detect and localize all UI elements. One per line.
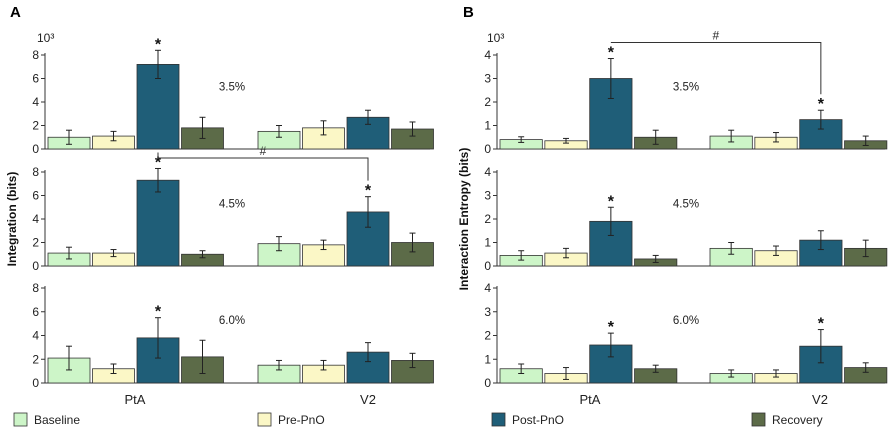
significance-star: * (818, 316, 825, 333)
y-tick-label: 0 (32, 259, 39, 273)
panel-a-chart: Integration (bits) 10³ 0 2 4 6 8 * 3.5% 0 2 4 6 8 * * #4… (5, 31, 434, 407)
y-tick-label: 6 (32, 189, 39, 203)
y-tick-label: 4 (484, 165, 491, 179)
legend-label-recovery: Recovery (772, 413, 823, 427)
condition-label: 6.0% (673, 315, 699, 327)
y-tick-label: 6 (32, 72, 39, 86)
y-tick-label: 1 (484, 119, 491, 133)
category-label-pta: PtA (125, 392, 146, 407)
y-tick-label: 8 (32, 281, 39, 295)
y-tick-label: 2 (484, 212, 491, 226)
comparison-bracket (610, 42, 822, 95)
y-tick-label: 2 (32, 236, 39, 250)
legend: Baseline Pre-PnO Post-PnO Recovery (13, 412, 823, 427)
significance-star: * (155, 154, 162, 171)
y-tick-label: 3 (484, 189, 491, 203)
y-tick-label: 0 (484, 259, 491, 273)
significance-star: * (365, 183, 372, 200)
subplot-60: 0 2 4 6 8 * 6.0% (32, 281, 434, 390)
significance-star: * (155, 36, 162, 53)
y-multiplier-label: 10³ (37, 31, 54, 45)
legend-swatch-baseline (13, 412, 28, 427)
subplot-35: 0 1 2 3 4 * * #3.5% (484, 29, 888, 156)
y-tick-label: 2 (484, 329, 491, 343)
bar-postpno-pta (136, 179, 180, 267)
significance-star: * (608, 319, 615, 336)
y-tick-label: 8 (32, 48, 39, 62)
condition-label: 3.5% (673, 82, 699, 94)
y-axis-label: Integration (bits) (5, 172, 19, 267)
y-tick-label: 3 (484, 72, 491, 86)
legend-label-postpno: Post-PnO (512, 413, 564, 427)
y-multiplier-label: 10³ (487, 31, 504, 45)
comparison-mark: # (260, 144, 267, 158)
y-tick-label: 4 (32, 329, 39, 343)
subplot-45: 0 2 4 6 8 * * #4.5% (32, 144, 434, 273)
panel-b-chart: Interaction Entropy (bits) 10³ 0 1 2 3 4 * * #3.5… (457, 29, 888, 407)
category-label-v2: V2 (360, 392, 376, 407)
condition-label: 4.5% (219, 199, 245, 211)
y-tick-label: 4 (484, 281, 491, 295)
y-tick-label: 8 (32, 165, 39, 179)
y-axis-label: Interaction Entropy (bits) (457, 148, 471, 291)
y-tick-label: 4 (32, 212, 39, 226)
y-tick-label: 2 (32, 352, 39, 366)
panel-label-b: B (463, 4, 474, 21)
significance-star: * (818, 96, 825, 113)
condition-label: 4.5% (673, 199, 699, 211)
subplot-60: 0 1 2 3 4 * * 6.0% (484, 281, 888, 390)
legend-label-baseline: Baseline (34, 413, 80, 427)
comparison-bracket (157, 152, 369, 181)
significance-star: * (155, 304, 162, 321)
legend-swatch-recovery (751, 412, 766, 427)
panel-label-a: A (10, 4, 21, 21)
legend-label-prepno: Pre-PnO (278, 413, 325, 427)
category-label-pta: PtA (580, 392, 601, 407)
condition-label: 3.5% (219, 82, 245, 94)
legend-swatch-postpno (491, 412, 506, 427)
y-tick-label: 1 (484, 352, 491, 366)
y-tick-label: 0 (484, 142, 491, 156)
category-label-v2: V2 (812, 392, 828, 407)
y-tick-label: 0 (32, 142, 39, 156)
subplot-35: 0 2 4 6 8 * 3.5% (32, 36, 434, 156)
y-tick-label: 4 (484, 48, 491, 62)
y-tick-label: 0 (484, 376, 491, 390)
y-tick-label: 4 (32, 95, 39, 109)
y-tick-label: 0 (32, 376, 39, 390)
y-tick-label: 2 (32, 119, 39, 133)
y-tick-label: 1 (484, 236, 491, 250)
y-tick-label: 6 (32, 305, 39, 319)
y-tick-label: 2 (484, 95, 491, 109)
subplot-45: 0 1 2 3 4 * 4.5% (484, 165, 888, 273)
legend-swatch-prepno (257, 412, 272, 427)
comparison-mark: # (713, 29, 720, 43)
condition-label: 6.0% (219, 315, 245, 327)
significance-star: * (608, 45, 615, 62)
y-tick-label: 3 (484, 305, 491, 319)
significance-star: * (608, 193, 615, 210)
